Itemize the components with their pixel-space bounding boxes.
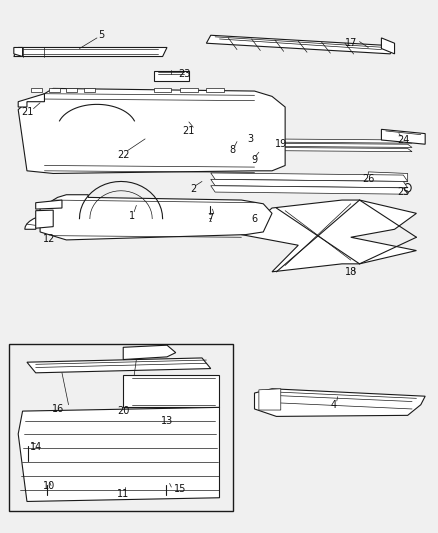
Polygon shape [18, 94, 44, 107]
Text: 8: 8 [229, 144, 235, 155]
Circle shape [163, 479, 168, 485]
Polygon shape [258, 389, 280, 410]
Text: 22: 22 [117, 150, 129, 160]
Text: 12: 12 [42, 234, 55, 244]
Text: 2: 2 [190, 184, 196, 195]
Polygon shape [210, 185, 407, 194]
Text: 5: 5 [98, 30, 104, 41]
Bar [10, 344, 232, 511]
Polygon shape [18, 407, 219, 502]
Text: 10: 10 [42, 481, 55, 490]
Text: 19: 19 [274, 139, 286, 149]
Polygon shape [14, 47, 166, 56]
Circle shape [44, 479, 49, 485]
Text: 17: 17 [344, 38, 356, 48]
Polygon shape [66, 88, 77, 92]
Text: 15: 15 [173, 484, 186, 494]
Polygon shape [84, 88, 95, 92]
Polygon shape [263, 143, 411, 148]
Text: 26: 26 [361, 174, 374, 184]
Text: 24: 24 [396, 135, 409, 145]
Polygon shape [35, 200, 62, 209]
Polygon shape [206, 88, 223, 92]
Polygon shape [27, 358, 210, 373]
Polygon shape [180, 88, 197, 92]
Text: 9: 9 [251, 155, 257, 165]
Polygon shape [206, 35, 394, 54]
Text: 21: 21 [182, 126, 194, 136]
Text: 3: 3 [247, 134, 253, 144]
Polygon shape [31, 88, 42, 92]
Text: 18: 18 [344, 267, 356, 277]
Text: 11: 11 [117, 489, 129, 499]
Text: 1: 1 [129, 211, 135, 221]
Circle shape [207, 207, 212, 213]
Polygon shape [123, 375, 219, 407]
Polygon shape [153, 71, 188, 82]
Polygon shape [40, 195, 272, 240]
Polygon shape [14, 47, 22, 56]
Polygon shape [35, 210, 53, 228]
Circle shape [25, 438, 31, 446]
Polygon shape [210, 173, 407, 181]
Text: 16: 16 [51, 404, 64, 414]
Polygon shape [25, 213, 103, 229]
Text: 23: 23 [178, 69, 190, 79]
Text: 14: 14 [29, 442, 42, 452]
Text: 25: 25 [396, 187, 409, 197]
Polygon shape [153, 88, 171, 92]
Text: 6: 6 [251, 214, 257, 224]
Polygon shape [210, 179, 407, 188]
Polygon shape [263, 139, 411, 143]
Polygon shape [18, 88, 285, 173]
Text: 13: 13 [160, 416, 173, 426]
Polygon shape [381, 130, 424, 144]
Text: 7: 7 [207, 213, 213, 223]
Polygon shape [254, 389, 424, 416]
Polygon shape [49, 88, 60, 92]
Circle shape [403, 183, 410, 192]
Polygon shape [367, 172, 407, 181]
Polygon shape [123, 345, 175, 360]
Polygon shape [241, 200, 416, 272]
Polygon shape [381, 38, 394, 54]
Text: 20: 20 [117, 406, 129, 416]
Text: 4: 4 [329, 400, 336, 410]
Polygon shape [263, 148, 411, 152]
Polygon shape [228, 128, 272, 135]
Text: 21: 21 [21, 107, 33, 117]
